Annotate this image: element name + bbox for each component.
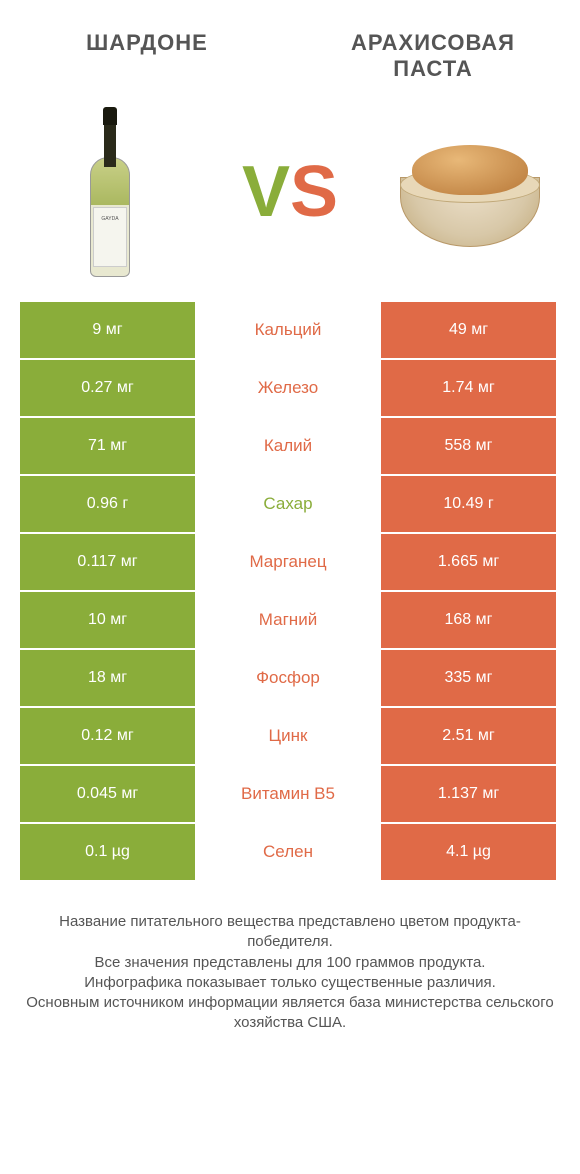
peanut-butter-bowl-icon [400,137,540,247]
left-value: 71 мг [20,418,195,474]
table-row: 0.27 мгЖелезо1.74 мг [20,360,560,416]
footer-line: Название питательного вещества представл… [25,912,555,953]
left-value: 0.1 µg [20,824,195,880]
vs-v: V [242,152,290,232]
left-value: 18 мг [20,650,195,706]
right-product-title: АРАХИСОВАЯ ПАСТА [316,30,550,82]
nutrient-label: Железо [195,360,381,416]
comparison-table: 9 мгКальций49 мг0.27 мгЖелезо1.74 мг71 м… [20,302,560,880]
right-product-image [381,137,559,247]
left-value: 9 мг [20,302,195,358]
nutrient-label: Сахар [195,476,381,532]
footer-note: Название питательного вещества представл… [0,882,580,1034]
right-value: 1.665 мг [381,534,556,590]
nutrient-label: Витамин B5 [195,766,381,822]
right-value: 168 мг [381,592,556,648]
header: ШАРДОНЕ АРАХИСОВАЯ ПАСТА [0,0,580,92]
table-row: 71 мгКалий558 мг [20,418,560,474]
left-product-image: GAYDA [21,107,199,277]
vs-label: VS [201,151,379,233]
nutrient-label: Цинк [195,708,381,764]
left-value: 0.96 г [20,476,195,532]
wine-bottle-icon: GAYDA [90,107,130,277]
left-value: 0.117 мг [20,534,195,590]
vs-s: S [290,152,338,232]
right-value: 1.74 мг [381,360,556,416]
nutrient-label: Селен [195,824,381,880]
left-product-title: ШАРДОНЕ [30,30,264,56]
nutrient-label: Калий [195,418,381,474]
right-value: 558 мг [381,418,556,474]
nutrient-label: Магний [195,592,381,648]
left-value: 0.045 мг [20,766,195,822]
table-row: 9 мгКальций49 мг [20,302,560,358]
footer-line: Основным источником информации является … [25,993,555,1034]
table-row: 0.117 мгМарганец1.665 мг [20,534,560,590]
table-row: 10 мгМагний168 мг [20,592,560,648]
left-value: 10 мг [20,592,195,648]
left-value: 0.27 мг [20,360,195,416]
right-value: 4.1 µg [381,824,556,880]
table-row: 0.045 мгВитамин B51.137 мг [20,766,560,822]
right-value: 49 мг [381,302,556,358]
right-value: 2.51 мг [381,708,556,764]
table-row: 18 мгФосфор335 мг [20,650,560,706]
nutrient-label: Марганец [195,534,381,590]
right-value: 10.49 г [381,476,556,532]
table-row: 0.1 µgСелен4.1 µg [20,824,560,880]
table-row: 0.12 мгЦинк2.51 мг [20,708,560,764]
footer-line: Все значения представлены для 100 граммо… [25,953,555,973]
table-row: 0.96 гСахар10.49 г [20,476,560,532]
nutrient-label: Кальций [195,302,381,358]
images-row: GAYDA VS [0,92,580,302]
nutrient-label: Фосфор [195,650,381,706]
right-value: 335 мг [381,650,556,706]
footer-line: Инфографика показывает только существенн… [25,973,555,993]
right-value: 1.137 мг [381,766,556,822]
left-value: 0.12 мг [20,708,195,764]
